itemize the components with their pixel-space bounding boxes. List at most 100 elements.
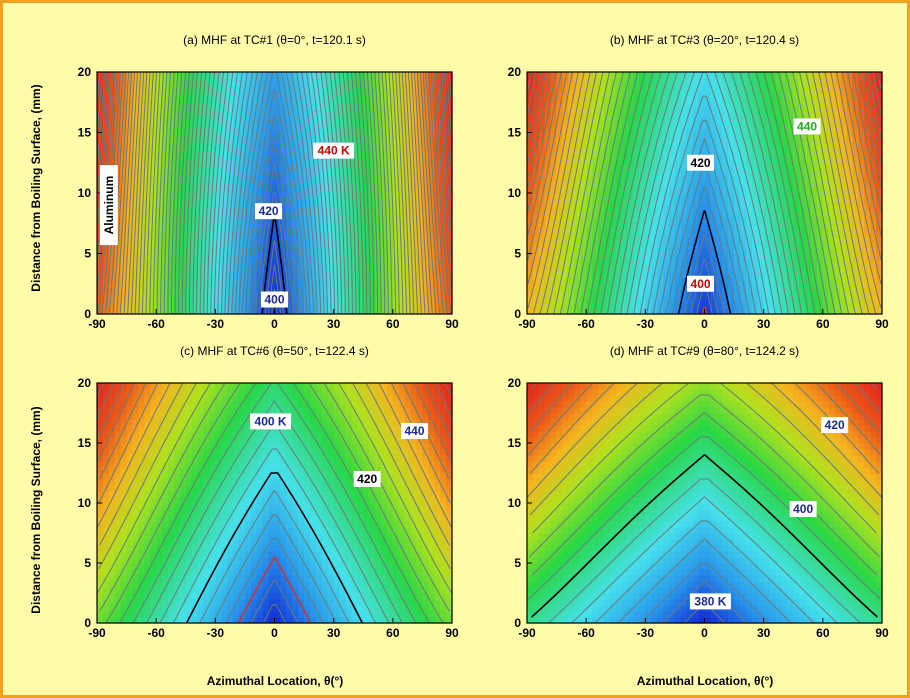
- heatmap-cell: [757, 199, 765, 206]
- heatmap-cell: [663, 235, 670, 242]
- heatmap-cell: [592, 259, 599, 267]
- heatmap-cell: [550, 199, 558, 206]
- heatmap-cell: [392, 295, 400, 303]
- heatmap-cell: [286, 120, 293, 128]
- heatmap-cell: [710, 78, 717, 85]
- heatmap-cell: [410, 138, 418, 146]
- heatmap-cell: [781, 168, 788, 176]
- heatmap-cell: [298, 247, 305, 255]
- heatmap-cell: [645, 211, 652, 218]
- heatmap-cell: [864, 247, 871, 255]
- heatmap-cell: [410, 78, 418, 85]
- heatmap-cell: [799, 199, 806, 206]
- heatmap-cell: [846, 174, 854, 182]
- heatmap-cell: [150, 102, 157, 109]
- heatmap-cell: [674, 150, 682, 158]
- heatmap-cell: [179, 144, 187, 152]
- heatmap-cell: [150, 217, 157, 224]
- heatmap-cell: [280, 174, 287, 182]
- heatmap-cell: [398, 247, 406, 255]
- heatmap-cell: [327, 193, 335, 200]
- y-tick-label: 0: [514, 307, 521, 321]
- heatmap-cell: [822, 217, 830, 224]
- heatmap-cell: [203, 271, 211, 279]
- heatmap-cell: [745, 205, 753, 212]
- heatmap-cell: [97, 485, 104, 492]
- heatmap-cell: [722, 132, 729, 140]
- heatmap-cell: [568, 301, 575, 309]
- heatmap-cell: [527, 108, 534, 115]
- heatmap-cell: [864, 72, 871, 79]
- heatmap-cell: [150, 174, 157, 182]
- heatmap-cell: [568, 186, 575, 194]
- heatmap-cell: [574, 217, 581, 224]
- heatmap-cell: [639, 283, 646, 291]
- heatmap-cell: [698, 102, 706, 109]
- heatmap-cell: [144, 72, 151, 79]
- heatmap-cell: [197, 235, 205, 242]
- heatmap-cell: [185, 156, 193, 164]
- heatmap-cell: [598, 199, 605, 206]
- heatmap-cell: [787, 138, 794, 146]
- heatmap-cell: [386, 265, 394, 273]
- heatmap-cell: [262, 229, 270, 236]
- heatmap-cell: [751, 96, 759, 103]
- heatmap-cell: [811, 277, 818, 285]
- heatmap-cell: [292, 126, 299, 134]
- heatmap-cell: [692, 132, 700, 140]
- heatmap-cell: [775, 84, 783, 91]
- heatmap-cell: [603, 144, 611, 152]
- heatmap-cell: [550, 126, 558, 134]
- heatmap-cell: [870, 156, 877, 164]
- heatmap-cell: [870, 217, 877, 224]
- heatmap-cell: [769, 217, 777, 224]
- heatmap-cell: [586, 114, 593, 121]
- heatmap-cell: [262, 259, 270, 267]
- heatmap-cell: [386, 205, 394, 212]
- heatmap-cell: [645, 174, 652, 182]
- heatmap-cell: [580, 277, 587, 285]
- heatmap-cell: [651, 102, 658, 109]
- heatmap-cell: [386, 277, 394, 285]
- heatmap-cell: [716, 90, 723, 97]
- heatmap-cell: [769, 223, 777, 230]
- heatmap-cell: [321, 277, 329, 285]
- heatmap-cell: [722, 235, 729, 242]
- heatmap-cell: [233, 84, 240, 91]
- heatmap-cell: [233, 247, 240, 255]
- heatmap-cell: [532, 132, 540, 140]
- heatmap-cell: [728, 156, 735, 164]
- heatmap-cell: [381, 205, 388, 212]
- heatmap-cell: [250, 102, 258, 109]
- heatmap-cell: [615, 223, 623, 230]
- heatmap-cell: [716, 120, 723, 128]
- heatmap-cell: [250, 295, 258, 303]
- heatmap-cell: [97, 108, 104, 115]
- heatmap-cell: [203, 180, 211, 188]
- heatmap-cell: [562, 271, 570, 279]
- heatmap-cell: [728, 241, 735, 249]
- heatmap-cell: [215, 229, 222, 236]
- heatmap-cell: [97, 150, 104, 158]
- heatmap-cell: [203, 126, 211, 134]
- heatmap-cell: [250, 271, 258, 279]
- heatmap-cell: [710, 253, 717, 261]
- heatmap-cell: [398, 84, 406, 91]
- heatmap-cell: [375, 174, 382, 182]
- heatmap-cell: [633, 271, 641, 279]
- heatmap-cell: [286, 186, 293, 194]
- heatmap-cell: [381, 138, 388, 146]
- heatmap-cell: [203, 186, 211, 194]
- heatmap-cell: [674, 108, 682, 115]
- heatmap-cell: [864, 241, 871, 249]
- heatmap-cell: [327, 138, 335, 146]
- heatmap-cell: [822, 283, 830, 291]
- heatmap-cell: [132, 180, 140, 188]
- heatmap-cell: [527, 211, 534, 218]
- heatmap-cell: [805, 199, 812, 206]
- heatmap-cell: [404, 277, 412, 285]
- heatmap-cell: [244, 108, 252, 115]
- heatmap-cell: [787, 199, 794, 206]
- heatmap-cell: [633, 114, 641, 121]
